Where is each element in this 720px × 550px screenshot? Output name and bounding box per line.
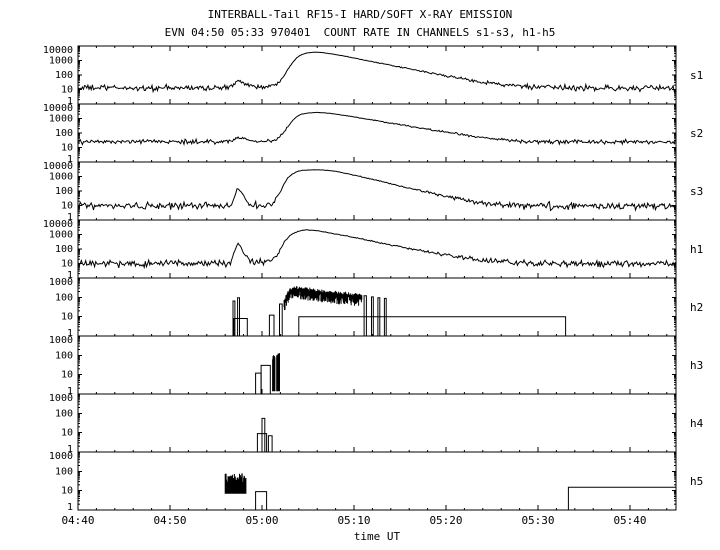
y-tick-label: 1 xyxy=(67,328,73,339)
x-axis-label: time UT xyxy=(353,530,401,543)
y-tick-label: 1 xyxy=(67,444,73,455)
panel-label-h3: h3 xyxy=(690,359,703,372)
panel-label-s1: s1 xyxy=(690,69,703,82)
histogram-box xyxy=(261,417,266,452)
y-tick-label: 1 xyxy=(67,270,73,281)
y-tick-label: 1000 xyxy=(49,172,73,183)
panel-h5: 1 10 100 1000 h5 xyxy=(49,451,703,513)
y-tick-label: 10 xyxy=(61,428,73,439)
y-tick-label: 1000 xyxy=(49,230,73,241)
y-tick-label: 10 xyxy=(61,370,73,381)
chart-subtitle: EVN 04:50 05:33 970401 COUNT RATE IN CHA… xyxy=(164,26,556,39)
y-tick-label: 10 xyxy=(61,486,73,497)
panel-label-s3: s3 xyxy=(690,185,703,198)
panel-label-h5: h5 xyxy=(690,475,703,488)
x-tick-label: 04:50 xyxy=(153,514,186,527)
x-tick-label: 05:20 xyxy=(429,514,462,527)
y-tick-label: 10 xyxy=(61,85,73,96)
y-tick-label: 1 xyxy=(67,386,73,397)
panel-label-s2: s2 xyxy=(690,127,703,140)
step-level xyxy=(567,486,676,510)
x-tick-label: 05:40 xyxy=(613,514,646,527)
y-tick-label: 100 xyxy=(55,70,73,81)
panel-h3: 1 10 100 1000 h3 xyxy=(49,335,703,397)
count-rate-trace xyxy=(77,169,676,212)
y-tick-label: 10000 xyxy=(43,103,73,114)
y-tick-label: 1000 xyxy=(49,335,73,346)
count-rate-trace xyxy=(77,229,676,270)
x-tick-label: 05:30 xyxy=(521,514,554,527)
histogram-box xyxy=(298,316,567,336)
y-tick-label: 1 xyxy=(67,212,73,223)
histogram-box xyxy=(268,314,275,336)
y-tick-label: 1000 xyxy=(49,56,73,67)
histogram-box xyxy=(237,297,240,336)
y-tick-label: 1000 xyxy=(49,277,73,288)
x-tick-label: 04:40 xyxy=(61,514,94,527)
y-tick-label: 100 xyxy=(55,244,73,255)
count-rate-trace xyxy=(77,51,676,94)
histogram-box xyxy=(255,491,268,510)
y-tick-label: 1000 xyxy=(49,114,73,125)
y-tick-label: 1 xyxy=(67,96,73,107)
y-tick-label: 1 xyxy=(67,502,73,513)
panel-label-h4: h4 xyxy=(690,417,704,430)
y-tick-label: 100 xyxy=(55,186,73,197)
y-tick-label: 100 xyxy=(55,350,73,361)
y-tick-label: 10 xyxy=(61,312,73,323)
y-tick-label: 100 xyxy=(55,292,73,303)
x-tick-label: 05:10 xyxy=(337,514,370,527)
histogram-box xyxy=(233,318,248,336)
y-tick-label: 100 xyxy=(55,128,73,139)
chart-title: INTERBALL-Tail RF15-I HARD/SOFT X-RAY EM… xyxy=(207,8,513,21)
panel-label-h1: h1 xyxy=(690,243,703,256)
y-tick-label: 100 xyxy=(55,408,73,419)
y-tick-label: 1000 xyxy=(49,451,73,462)
panel-label-h2: h2 xyxy=(690,301,703,314)
x-tick-label: 05:00 xyxy=(245,514,278,527)
y-tick-label: 10 xyxy=(61,201,73,212)
y-tick-label: 100 xyxy=(55,466,73,477)
histogram-box xyxy=(267,435,273,452)
noisy-burst xyxy=(272,355,276,392)
count-rate-trace xyxy=(77,111,676,146)
histogram-box xyxy=(255,372,262,394)
noisy-burst xyxy=(283,286,363,311)
y-tick-label: 10000 xyxy=(43,45,73,56)
y-tick-label: 10000 xyxy=(43,161,73,172)
panel-h2: 1 10 100 1000 h2 xyxy=(49,277,703,339)
histogram-box xyxy=(363,295,367,336)
histogram-box xyxy=(279,303,283,336)
noisy-burst xyxy=(276,353,280,392)
y-tick-label: 1 xyxy=(67,154,73,165)
y-tick-label: 1000 xyxy=(49,393,73,404)
noisy-burst xyxy=(224,473,247,494)
y-tick-label: 10 xyxy=(61,143,73,154)
panel-h4: 1 10 100 1000 h4 xyxy=(49,393,704,455)
y-tick-label: 10 xyxy=(61,259,73,270)
y-tick-label: 10000 xyxy=(43,219,73,230)
histogram-box xyxy=(260,364,271,394)
